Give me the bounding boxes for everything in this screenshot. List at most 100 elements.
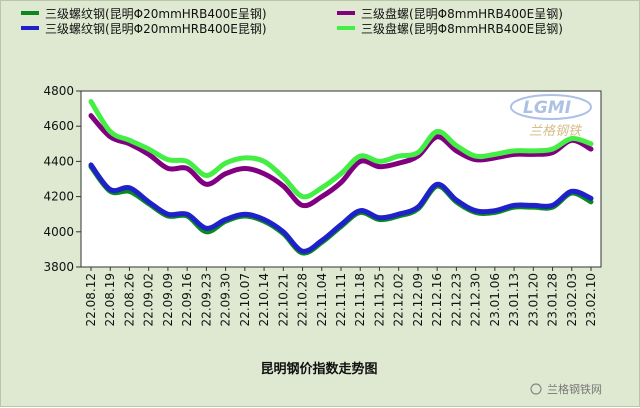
series-2-point (281, 184, 285, 188)
series-2-point (204, 182, 208, 186)
series-2-point (512, 152, 516, 156)
series-4-point (377, 159, 381, 163)
x-tick-label: 23.01.13 (507, 273, 521, 326)
credit-icon (530, 383, 542, 395)
series-3-point (358, 209, 362, 213)
series-3-point (147, 200, 151, 204)
series-4-point (243, 156, 247, 160)
y-tick-label: 4600 (43, 119, 74, 133)
series-4-point (262, 159, 266, 163)
x-tick-label: 22.11.11 (334, 273, 348, 326)
series-2-point (166, 166, 170, 170)
series-4-point (185, 159, 189, 163)
series-3-point (127, 186, 131, 190)
series-lines (88, 99, 594, 256)
series-3-point (166, 212, 170, 216)
x-tick-label: 22.12.09 (411, 273, 425, 326)
series-4-point (204, 173, 208, 177)
series-4-point (589, 142, 593, 146)
x-tick-label: 22.10.28 (296, 273, 310, 326)
legend-label-series-4: 三级盘螺(昆明Φ8mmHRB400E昆钢) (361, 21, 563, 36)
series-3-point (89, 163, 93, 167)
y-tick-label: 4400 (43, 154, 74, 168)
series-4-point (531, 149, 535, 153)
series-4-point (320, 186, 324, 190)
series-2-point (397, 161, 401, 165)
series-4-point (570, 137, 574, 141)
series-2-point (377, 165, 381, 169)
legend: 三级螺纹钢(昆明Φ20mmHRB400E呈钢) 三级螺纹钢(昆明Φ20mmHRB… (21, 6, 563, 36)
svg-text:LGMI: LGMI (523, 98, 571, 118)
y-axis: 3800 4000 4200 4400 4600 4800 (43, 84, 81, 274)
series-2-point (108, 135, 112, 139)
series-3-point (416, 205, 420, 209)
series-4-point (108, 129, 112, 133)
series-4-point (147, 147, 151, 151)
series-2-point (262, 172, 266, 176)
series-2-point (493, 156, 497, 160)
x-tick-label: 22.08.26 (122, 273, 136, 326)
legend-label-series-3: 三级螺纹钢(昆明Φ20mmHRB400E昆钢) (45, 22, 267, 36)
series-4-point (301, 195, 305, 199)
x-tick-label: 22.09.30 (219, 273, 233, 326)
x-tick-label: 22.12.16 (430, 273, 444, 326)
series-3-point (551, 203, 555, 207)
series-2-point (531, 152, 535, 156)
series-2-point (474, 158, 478, 162)
x-tick-label: 22.10.07 (238, 273, 252, 326)
x-tick-label: 22.12.23 (449, 273, 463, 326)
series-4-point (224, 161, 228, 165)
series-3-point (108, 188, 112, 192)
x-tick-label: 22.08.19 (103, 273, 117, 326)
x-tick-label: 23.02.03 (565, 273, 579, 326)
series-3-point (531, 203, 535, 207)
legend-label-series-1: 三级螺纹钢(昆明Φ20mmHRB400E呈钢) (45, 7, 267, 21)
series-3-point (454, 198, 458, 202)
x-tick-label: 22.08.12 (84, 273, 98, 326)
y-tick-label: 4000 (43, 225, 74, 239)
series-3-point (243, 212, 247, 216)
series-3-point (377, 216, 381, 220)
series-3-point (570, 189, 574, 193)
series-2-point (301, 203, 305, 207)
x-tick-label: 22.09.09 (161, 273, 175, 326)
x-tick-label: 22.10.21 (276, 273, 290, 326)
series-3-point (320, 239, 324, 243)
series-4-point (89, 100, 93, 104)
x-tick-label: 22.11.18 (353, 273, 367, 326)
series-2-point (320, 195, 324, 199)
series-4-point (435, 129, 439, 133)
series-1-point (589, 200, 593, 204)
series-3-point (435, 182, 439, 186)
series-4-point (166, 158, 170, 162)
svg-text:兰格钢铁: 兰格钢铁 (529, 124, 583, 139)
series-3-point (281, 230, 285, 234)
lgmi-logo: LGMI 兰格钢铁 (510, 94, 592, 139)
series-3-point (185, 212, 189, 216)
series-4-point (281, 175, 285, 179)
series-4-point (512, 149, 516, 153)
x-tick-label: 22.12.02 (392, 273, 406, 326)
series-4-point (358, 154, 362, 158)
x-tick-label: 22.11.25 (372, 273, 386, 326)
x-axis: 22.08.12 22.08.19 22.08.26 22.09.02 22.09.09… (84, 267, 598, 326)
x-tick-label: 23.01.20 (526, 273, 540, 326)
credit-text: 兰格钢铁网 (547, 382, 602, 396)
x-tick-label: 22.09.23 (199, 273, 213, 326)
series-3-point (224, 217, 228, 221)
series-2-point (243, 166, 247, 170)
x-tick-label: 23.02.10 (584, 273, 598, 326)
series-3-point (339, 223, 343, 227)
series-4-point (474, 154, 478, 158)
x-tick-label: 23.01.06 (488, 273, 502, 326)
credit-watermark: 兰格钢铁网 (530, 382, 602, 396)
series-2-point (435, 135, 439, 139)
chart-title: 昆明钢价指数走势图 (260, 361, 377, 377)
series-2-point (147, 152, 151, 156)
series-1-point (204, 230, 208, 234)
series-2-point (339, 181, 343, 185)
y-tick-label: 4800 (43, 84, 74, 98)
series-3-point (474, 209, 478, 213)
